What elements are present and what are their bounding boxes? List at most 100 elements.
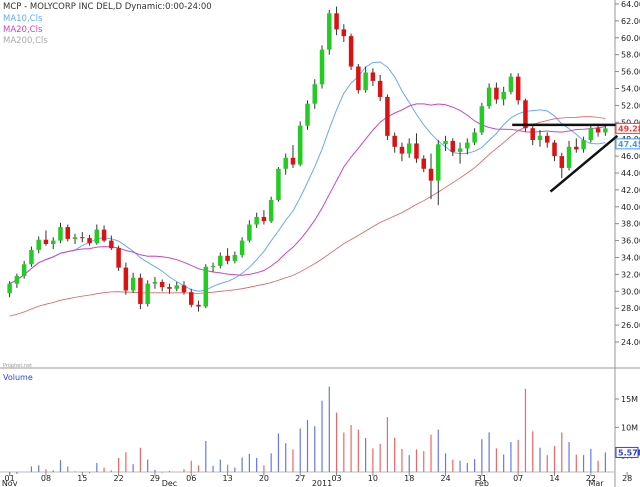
candle-up [50, 240, 56, 244]
candle-down [370, 72, 376, 81]
time-tick-label: 24 [440, 474, 450, 483]
candle-up [247, 224, 252, 241]
candle-down [414, 143, 419, 159]
candle-up [174, 285, 179, 289]
candle-up [406, 143, 412, 154]
time-tick-label: 28 [622, 474, 632, 483]
price-tick-label: 46.00 [621, 152, 640, 161]
candle-up [203, 266, 209, 307]
candle-up [581, 140, 586, 150]
candle-up [254, 216, 259, 225]
candle-up [239, 240, 245, 255]
candle-up [327, 13, 332, 50]
candle-down [159, 282, 165, 288]
time-tick-label: 07 [513, 474, 523, 483]
candle-down [574, 146, 579, 150]
price-tick-label: 32.00 [621, 270, 640, 279]
candle-down [392, 135, 397, 147]
trendlines-layer [512, 123, 619, 193]
watermark: Prophet.net [3, 363, 32, 369]
candle-up [457, 148, 463, 152]
candle-up [58, 227, 63, 241]
time-tick-label: 10 [368, 474, 378, 483]
month-label: Feb [475, 479, 489, 487]
candle-down [544, 135, 550, 143]
time-tick-label: 13 [222, 474, 232, 483]
candle-down [559, 156, 565, 168]
candle-up [7, 283, 12, 293]
price-tick-label: 26.00 [621, 321, 640, 330]
candle-down [399, 146, 405, 154]
time-tick-label: 31 [477, 474, 487, 483]
price-tick-label: 50.00 [621, 118, 640, 127]
candle-down [450, 140, 456, 152]
time-tick-label: 03 [331, 474, 341, 483]
candle-down [421, 158, 426, 169]
candle-down [515, 76, 521, 101]
candle-up [72, 237, 78, 239]
chart-title: MCP - MOLYCORP INC DEL,D Dynamic:0:00-24… [3, 2, 212, 12]
candle-up [218, 255, 223, 266]
candle-down [334, 13, 339, 30]
candle-down [595, 128, 601, 133]
candle-down [116, 248, 121, 268]
candle-down [385, 96, 390, 136]
candle-up [486, 87, 492, 107]
candle-down [341, 29, 347, 37]
candle-up [210, 265, 216, 267]
month-label: Dec [162, 479, 177, 487]
price-tick-label: 54.00 [621, 85, 640, 94]
candle-down [348, 36, 354, 67]
candle-down [356, 66, 361, 91]
time-tick-label: 01 [5, 474, 15, 483]
candle-up [319, 49, 325, 85]
price-tick-label: 42.00 [621, 186, 640, 195]
candle-up [465, 142, 470, 149]
ma-long-line [9, 116, 606, 317]
candle-down [196, 304, 201, 307]
price-label: 49.28 [618, 124, 640, 133]
time-axis: 01 08 15 22 29 06 13 20 27 03 10 18 24 31 07 14 22 28 Nov D… [2, 472, 632, 487]
volume-bars-layer [9, 386, 606, 475]
volume-tick-label: 15M [621, 395, 638, 404]
candle-up [363, 72, 368, 91]
price-tick-label: 24.00 [621, 338, 640, 347]
candle-up [603, 128, 608, 133]
time-tick-label: 29 [150, 474, 160, 483]
candle-down [43, 239, 49, 244]
price-label-box [615, 122, 640, 134]
candle-up [145, 283, 150, 304]
price-tick-label: 64.00 [621, 0, 640, 9]
price-tick-label: 56.00 [621, 68, 640, 77]
candles-layer [7, 6, 608, 312]
candle-up [130, 277, 136, 291]
price-tick-label: 58.00 [621, 51, 640, 60]
candle-down [65, 227, 71, 239]
candle-up [312, 84, 318, 104]
month-label: Mar [588, 479, 604, 487]
candle-down [109, 240, 114, 249]
price-tick-label: 36.00 [621, 237, 640, 246]
price-label: 47.45 [618, 140, 640, 149]
volume-label: Volume [3, 373, 33, 382]
candle-up [508, 76, 514, 92]
candle-up [479, 106, 485, 133]
candle-down [138, 277, 143, 304]
price-tick-label: 40.00 [621, 203, 640, 212]
candle-down [167, 287, 172, 289]
candle-up [276, 168, 281, 201]
candle-down [101, 229, 107, 241]
candle-up [566, 146, 572, 168]
candle-up [436, 144, 441, 181]
candle-up [14, 276, 20, 284]
candle-up [152, 282, 158, 284]
candle-down [189, 292, 194, 305]
candle-up [29, 249, 34, 265]
moving-average-layer [9, 61, 606, 317]
candle-up [305, 103, 310, 126]
volume-axis: 15M10M5M5.57M [615, 395, 640, 461]
price-tick-label: 44.00 [621, 169, 640, 178]
candle-down [261, 216, 267, 222]
month-label: 2011 [312, 479, 332, 487]
